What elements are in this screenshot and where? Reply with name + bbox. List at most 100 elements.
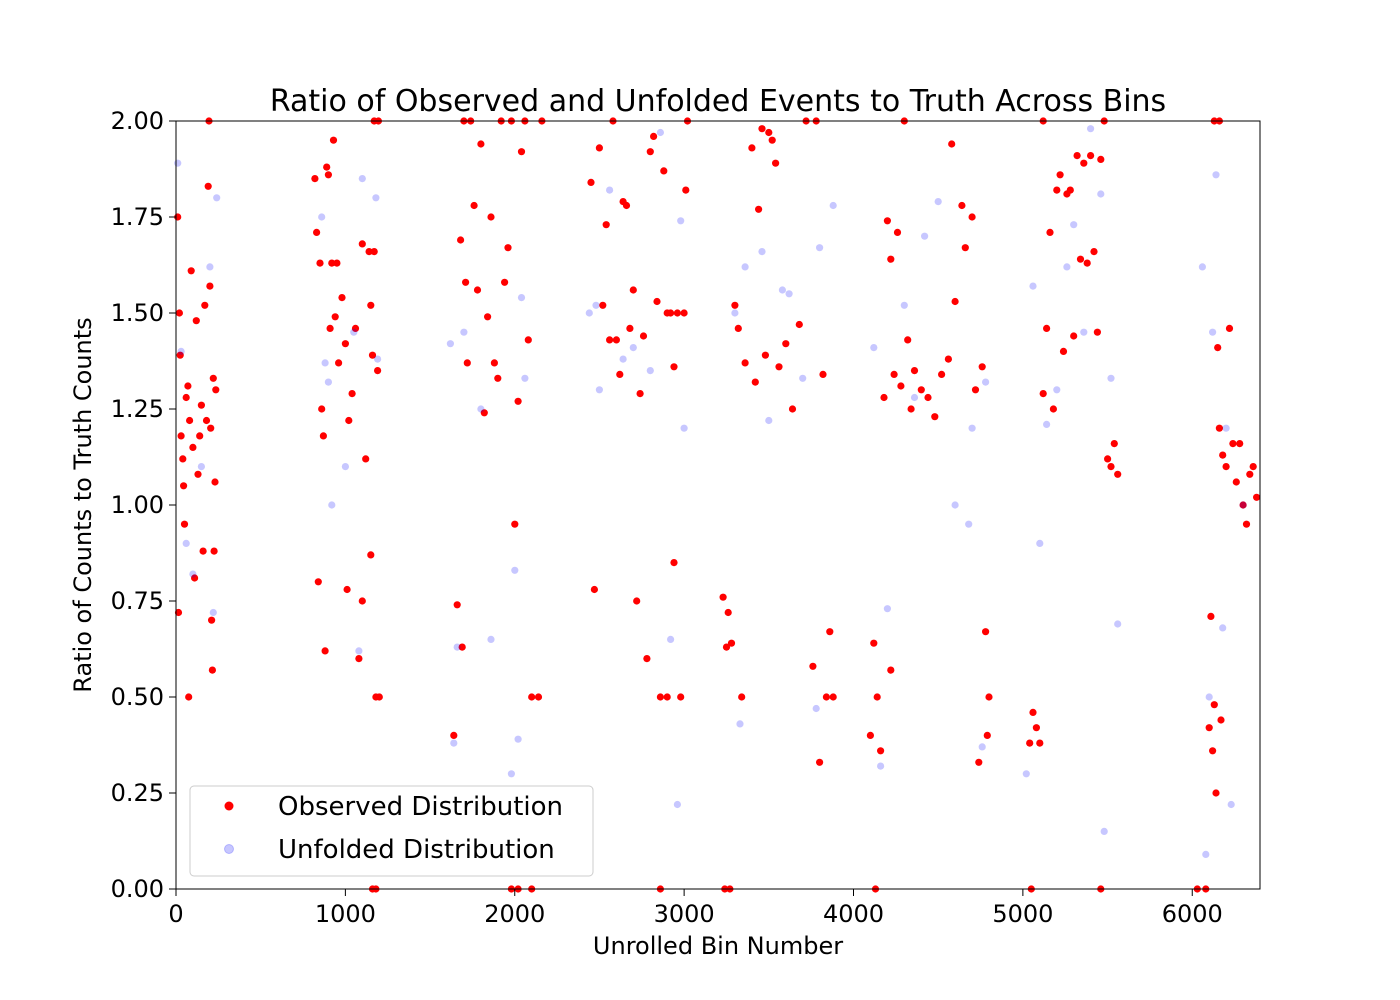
data-point (1043, 420, 1051, 428)
legend: Observed Distribution Unfolded Distribut… (189, 785, 594, 877)
data-point (367, 551, 375, 559)
data-point (1219, 451, 1227, 459)
y-tick-label: 1.00 (111, 491, 164, 519)
data-point (446, 340, 454, 348)
data-point (1242, 520, 1251, 528)
data-point (622, 201, 631, 210)
data-point (514, 735, 522, 743)
data-point (619, 355, 627, 363)
data-point (809, 662, 817, 670)
data-point (460, 328, 468, 336)
data-point (1036, 539, 1044, 548)
data-point (768, 136, 776, 144)
data-point (209, 374, 217, 382)
data-point (1022, 770, 1030, 778)
data-point (751, 378, 759, 386)
data-point (1080, 159, 1088, 167)
data-point (758, 125, 766, 133)
data-point (341, 463, 349, 471)
data-point (799, 374, 807, 382)
data-point (1217, 716, 1225, 724)
data-point (358, 175, 366, 183)
data-point (177, 347, 185, 355)
data-point (507, 770, 515, 778)
data-point (650, 132, 658, 140)
data-point (585, 309, 593, 317)
data-point (775, 363, 783, 371)
x-tick-label: 3000 (654, 900, 715, 928)
data-point (587, 178, 595, 186)
data-point (176, 351, 184, 359)
legend-label-observed: Observed Distribution (278, 792, 563, 822)
data-point (660, 167, 668, 175)
data-point (453, 643, 461, 651)
data-point (323, 163, 331, 171)
data-point (375, 693, 383, 701)
data-point (207, 424, 215, 432)
data-point (206, 263, 214, 271)
data-point (924, 393, 932, 402)
data-point (948, 140, 956, 148)
data-point (1207, 612, 1215, 621)
data-point (982, 628, 990, 636)
data-point (968, 213, 976, 221)
data-point (736, 720, 744, 728)
data-point (197, 463, 205, 471)
data-point (1114, 620, 1122, 628)
data-point (880, 393, 888, 402)
data-point (358, 240, 366, 248)
data-point (185, 693, 193, 701)
data-point (663, 693, 671, 701)
data-point (1222, 424, 1230, 432)
data-point (975, 758, 983, 766)
data-point (883, 217, 892, 225)
data-point (194, 470, 202, 478)
data-point (639, 332, 648, 340)
data-point (318, 213, 326, 221)
data-point (1039, 390, 1047, 398)
data-point (211, 478, 219, 486)
data-point (350, 328, 358, 336)
data-point (501, 278, 509, 286)
ticks-layer: 0 1000 2000 3000 4000 5000 6000 0.00 0.25 0.50 0.7… (111, 107, 1223, 928)
data-point (1070, 332, 1078, 340)
data-point (724, 608, 732, 617)
series-observed (174, 117, 1261, 893)
data-point (870, 639, 878, 647)
data-point (484, 313, 492, 321)
data-point (910, 367, 919, 375)
data-point (785, 290, 793, 298)
data-point (311, 175, 319, 183)
data-point (1029, 708, 1037, 717)
data-point (477, 140, 485, 148)
data-point (1080, 328, 1088, 336)
data-point (1214, 344, 1222, 352)
data-point (179, 455, 187, 463)
data-point (910, 393, 919, 402)
y-tick-label: 0.50 (111, 683, 164, 711)
data-point (1090, 248, 1098, 256)
data-point (208, 616, 216, 624)
data-point (788, 405, 797, 413)
data-point (528, 693, 536, 701)
data-point (741, 263, 749, 271)
y-tick-label: 1.25 (111, 395, 164, 423)
data-point (826, 628, 834, 636)
data-point (458, 643, 466, 651)
data-point (368, 351, 377, 359)
data-point (1053, 386, 1061, 394)
data-point (1036, 739, 1044, 747)
data-point (1097, 190, 1105, 198)
x-tick-label: 4000 (823, 900, 884, 928)
data-point (1032, 724, 1040, 732)
data-point (816, 758, 824, 766)
data-point (324, 378, 332, 386)
data-point (184, 382, 192, 390)
data-point (656, 128, 665, 137)
data-point (1097, 155, 1105, 163)
data-point (1205, 724, 1213, 732)
data-point (345, 416, 353, 425)
data-point (1239, 501, 1247, 509)
data-point (1219, 624, 1227, 632)
data-point (761, 351, 770, 359)
